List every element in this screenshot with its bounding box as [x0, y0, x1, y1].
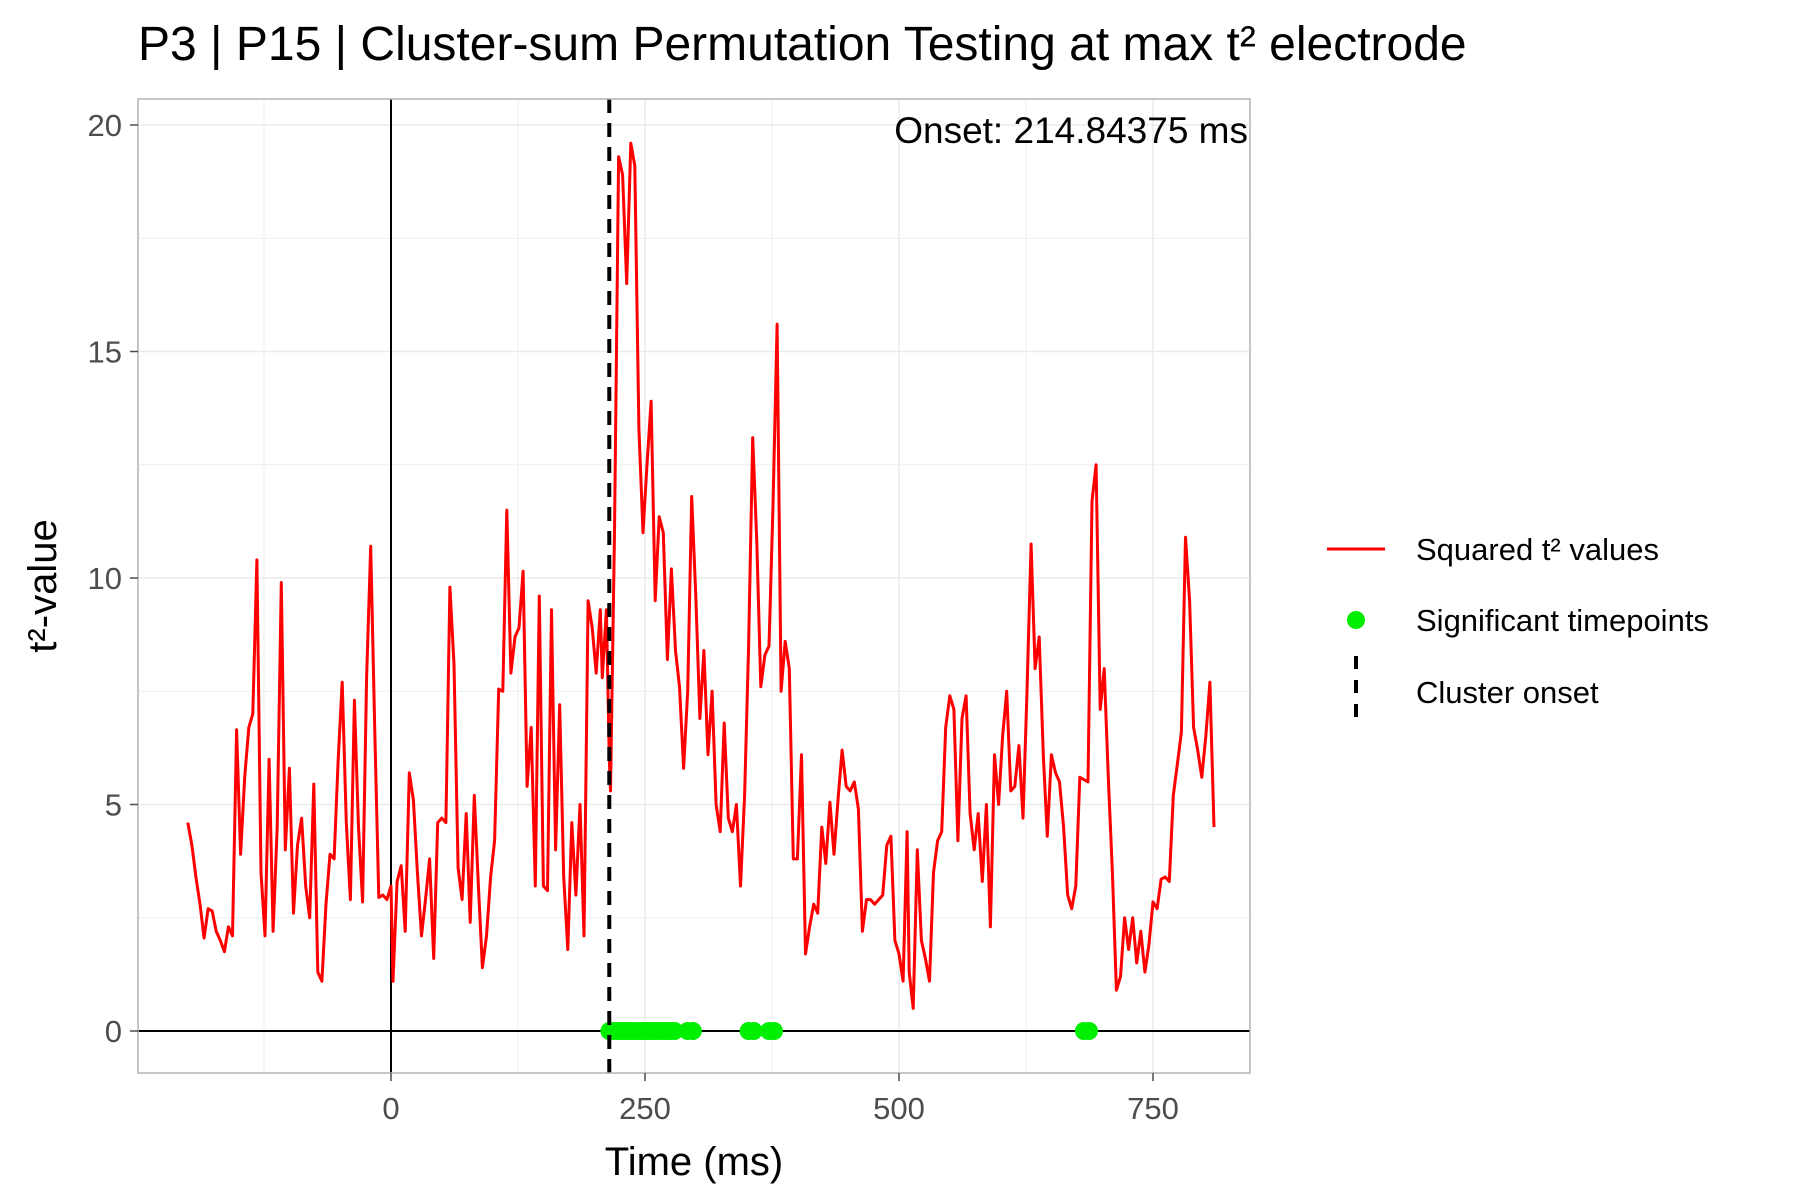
significant-point: [744, 1022, 763, 1040]
y-tick-label: 0: [105, 1014, 122, 1049]
significant-point: [765, 1022, 783, 1040]
y-tick-label: 15: [88, 335, 122, 370]
chart-title: P3 | P15 | Cluster-sum Permutation Testi…: [138, 18, 1467, 71]
significant-point: [683, 1022, 702, 1040]
significant-point: [665, 1022, 684, 1040]
y-tick-label: 20: [88, 108, 122, 143]
legend: Squared t² values Significant timepoints…: [1327, 532, 1709, 727]
plot-border: [137, 98, 1251, 1074]
significant-points: [600, 1022, 1098, 1040]
significant-point: [1080, 1022, 1098, 1040]
x-tick-label: 750: [1127, 1091, 1179, 1126]
y-tick-label: 5: [105, 788, 122, 823]
legend-label-line: Squared t² values: [1416, 532, 1659, 567]
y-axis-ticks: 0 5 10 15 20: [88, 108, 138, 1049]
y-axis-label: t²-value: [21, 519, 65, 652]
y-tick-label: 10: [88, 561, 122, 596]
series-line-squared-t2: [186, 141, 1216, 1010]
plot-panel: Onset: 214.84375 ms: [137, 98, 1251, 1074]
legend-label-onset: Cluster onset: [1416, 675, 1599, 710]
legend-label-point: Significant timepoints: [1416, 603, 1709, 638]
onset-annotation: Onset: 214.84375 ms: [894, 110, 1248, 151]
x-axis-label: Time (ms): [605, 1140, 783, 1184]
legend-key-point: [1347, 611, 1365, 629]
x-tick-label: 0: [382, 1091, 399, 1126]
x-tick-label: 250: [619, 1091, 671, 1126]
x-tick-label: 500: [873, 1091, 925, 1126]
t2-line-series: [186, 141, 1216, 1010]
x-axis-ticks: 0 250 500 750: [382, 1073, 1179, 1126]
